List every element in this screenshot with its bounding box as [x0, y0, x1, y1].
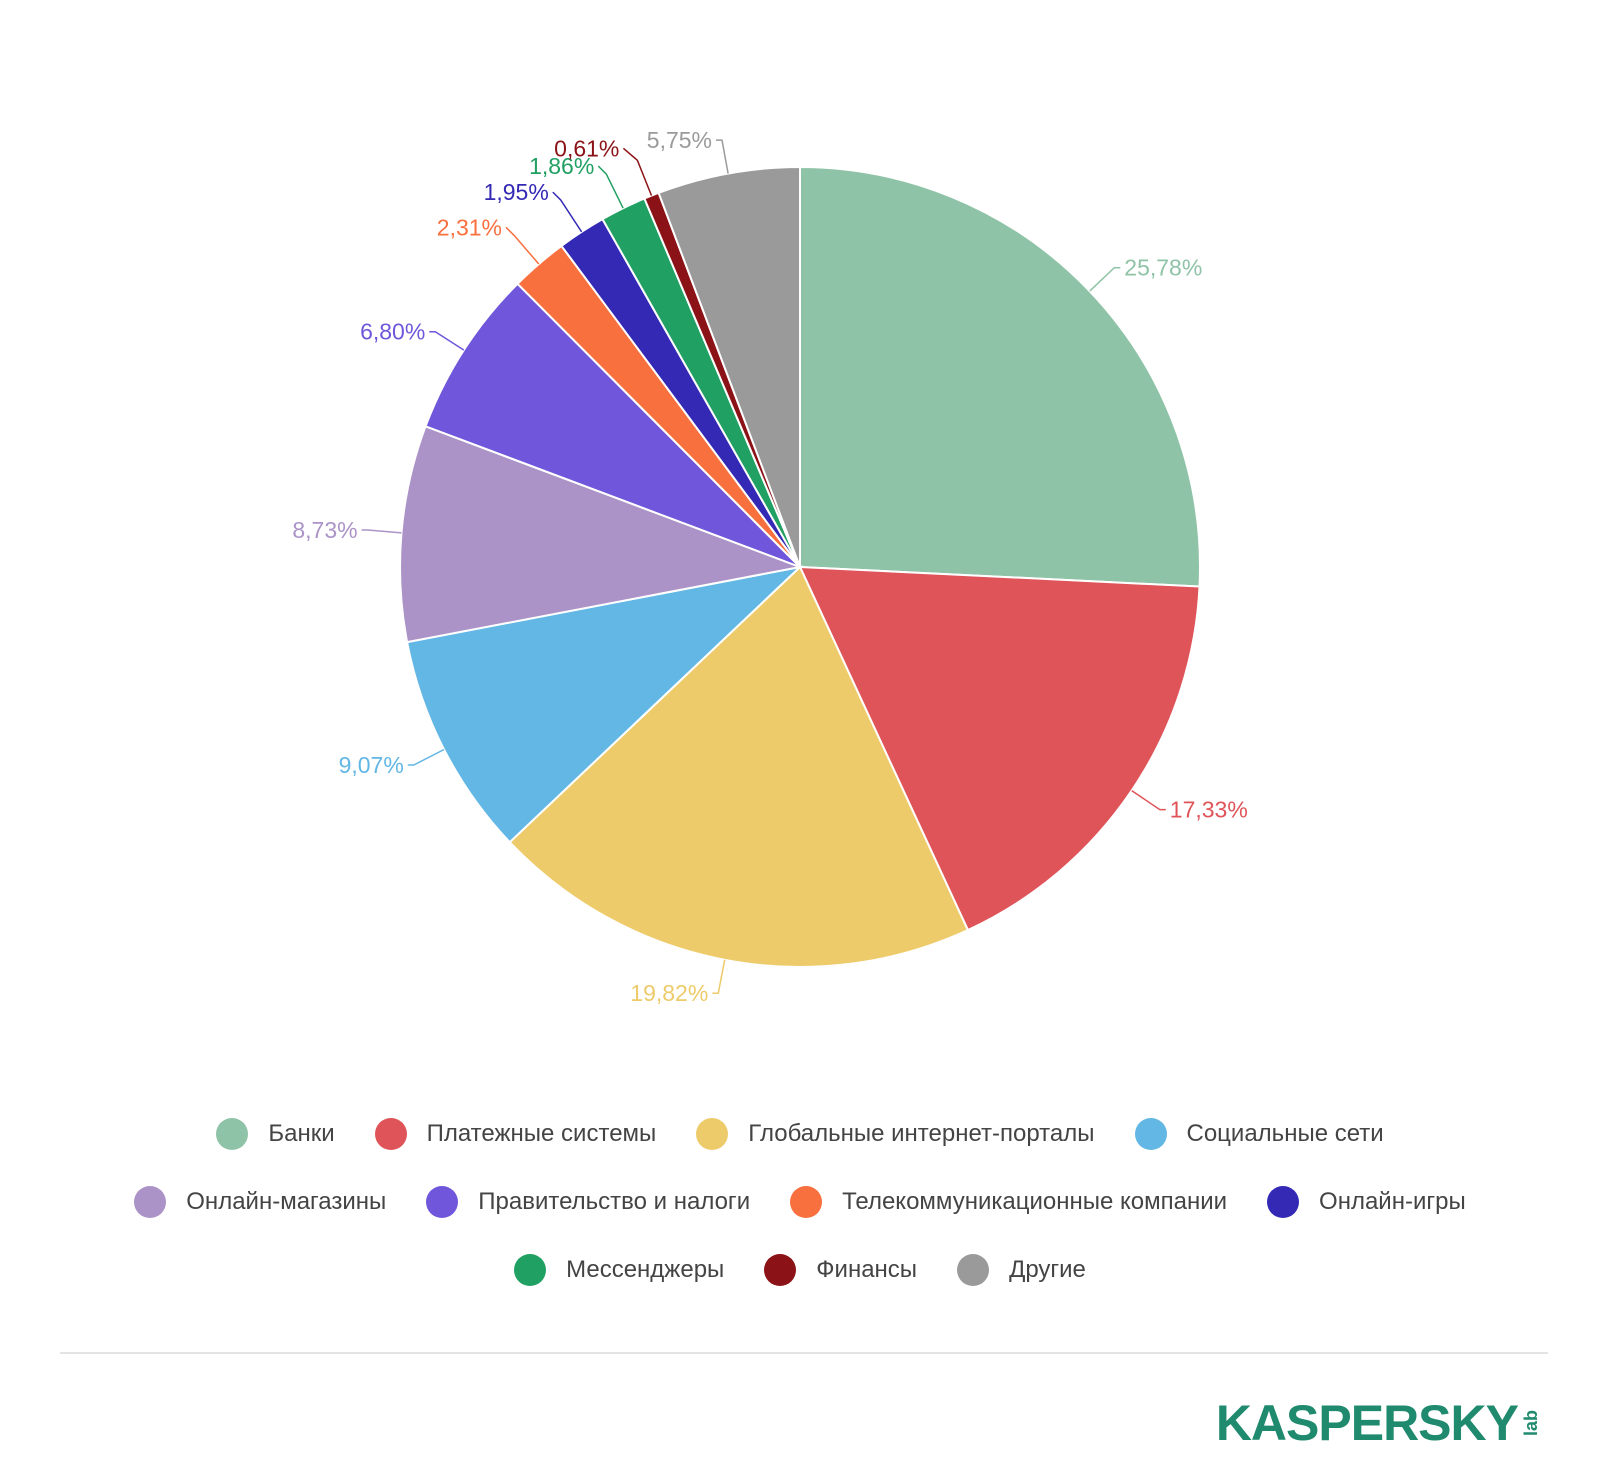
- legend-swatch: [790, 1186, 823, 1218]
- pie-slice-11: [657, 165, 801, 568]
- legend-item-7: Телекоммуникационные компании: [790, 1186, 1227, 1218]
- leader-line-5: [361, 529, 402, 534]
- leader-line-3: [712, 959, 726, 994]
- logo-wordmark: KASPERSKY: [1215, 1395, 1519, 1451]
- data-label-9: 1,86%: [529, 153, 594, 179]
- leader-line-9: [597, 165, 624, 209]
- legend-swatch: [1267, 1186, 1300, 1218]
- leader-line-10: [622, 147, 653, 196]
- legend-item-4: Социальные сети: [1134, 1118, 1384, 1150]
- data-label-11: 5,75%: [647, 127, 712, 153]
- legend-item-8: Онлайн-игры: [1267, 1186, 1466, 1218]
- legend-item-5: Онлайн-магазины: [134, 1186, 386, 1218]
- legend-swatch: [514, 1254, 547, 1286]
- legend-label: Правительство и налоги: [478, 1188, 751, 1215]
- legend-swatch: [957, 1254, 990, 1286]
- legend-swatch: [134, 1186, 167, 1218]
- legend-item-2: Платежные системы: [374, 1118, 657, 1150]
- leader-line-6: [429, 330, 465, 351]
- pie-slice-2: [798, 565, 1201, 932]
- legend-label: Онлайн-игры: [1319, 1188, 1466, 1215]
- data-label-6: 6,80%: [360, 319, 425, 345]
- legend-row-3: Мессенджеры Финансы Другие: [0, 1250, 1600, 1290]
- data-label-5: 8,73%: [292, 517, 357, 543]
- legend-item-11: Другие: [957, 1254, 1086, 1286]
- leader-line-11: [716, 139, 729, 174]
- pie-slice-1: [799, 165, 1201, 588]
- legend-swatch: [426, 1186, 459, 1218]
- data-label-2: 17,33%: [1170, 797, 1248, 823]
- legend-swatch: [696, 1118, 729, 1150]
- legend: Банки Платежные системы Глобальные интерне…: [0, 1114, 1600, 1318]
- legend-label: Банки: [268, 1120, 335, 1147]
- legend-label: Социальные сети: [1186, 1120, 1384, 1147]
- legend-label: Платежные системы: [426, 1120, 657, 1147]
- legend-label: Глобальные интернет-порталы: [748, 1120, 1095, 1147]
- legend-row-2: Онлайн-магазины Правительство и налоги Тел…: [0, 1182, 1600, 1222]
- pie-chart: 25,78% 17,33% 19,82% 9,07% 8,73% 6,80% 2,31% 1,…: [292, 127, 1248, 1006]
- legend-label: Телекоммуникационные компании: [842, 1188, 1228, 1215]
- legend-row-1: Банки Платежные системы Глобальные интерне…: [0, 1114, 1600, 1154]
- legend-label: Мессенджеры: [566, 1256, 725, 1283]
- legend-item-3: Глобальные интернет-порталы: [696, 1118, 1095, 1150]
- leader-line-4: [407, 748, 445, 766]
- data-label-7: 2,31%: [437, 214, 502, 240]
- data-label-4: 9,07%: [339, 752, 404, 778]
- legend-label: Онлайн-магазины: [186, 1188, 387, 1215]
- divider: [60, 1352, 1548, 1354]
- legend-swatch: [1134, 1118, 1167, 1150]
- data-label-1: 25,78%: [1124, 255, 1202, 281]
- legend-item-10: Финансы: [764, 1254, 917, 1286]
- legend-item-1: Банки: [216, 1118, 335, 1150]
- legend-swatch: [216, 1118, 249, 1150]
- leader-line-1: [1089, 266, 1121, 292]
- data-label-8: 1,95%: [484, 179, 549, 205]
- legend-swatch: [764, 1254, 797, 1286]
- legend-swatch: [374, 1118, 407, 1150]
- leader-line-2: [1131, 789, 1166, 811]
- leader-line-8: [552, 191, 583, 233]
- kaspersky-logo: KASPERSKY lab: [1216, 1394, 1542, 1452]
- legend-item-9: Мессенджеры: [514, 1254, 724, 1286]
- legend-label: Финансы: [816, 1256, 918, 1283]
- data-label-3: 19,82%: [630, 980, 708, 1006]
- pie-slice-6: [424, 282, 801, 568]
- data-label-10: 0,61%: [554, 135, 619, 161]
- leader-line-7: [505, 226, 540, 265]
- logo-lab: lab: [1521, 1409, 1541, 1436]
- legend-label: Другие: [1009, 1256, 1086, 1283]
- legend-item-6: Правительство и налоги: [426, 1186, 750, 1218]
